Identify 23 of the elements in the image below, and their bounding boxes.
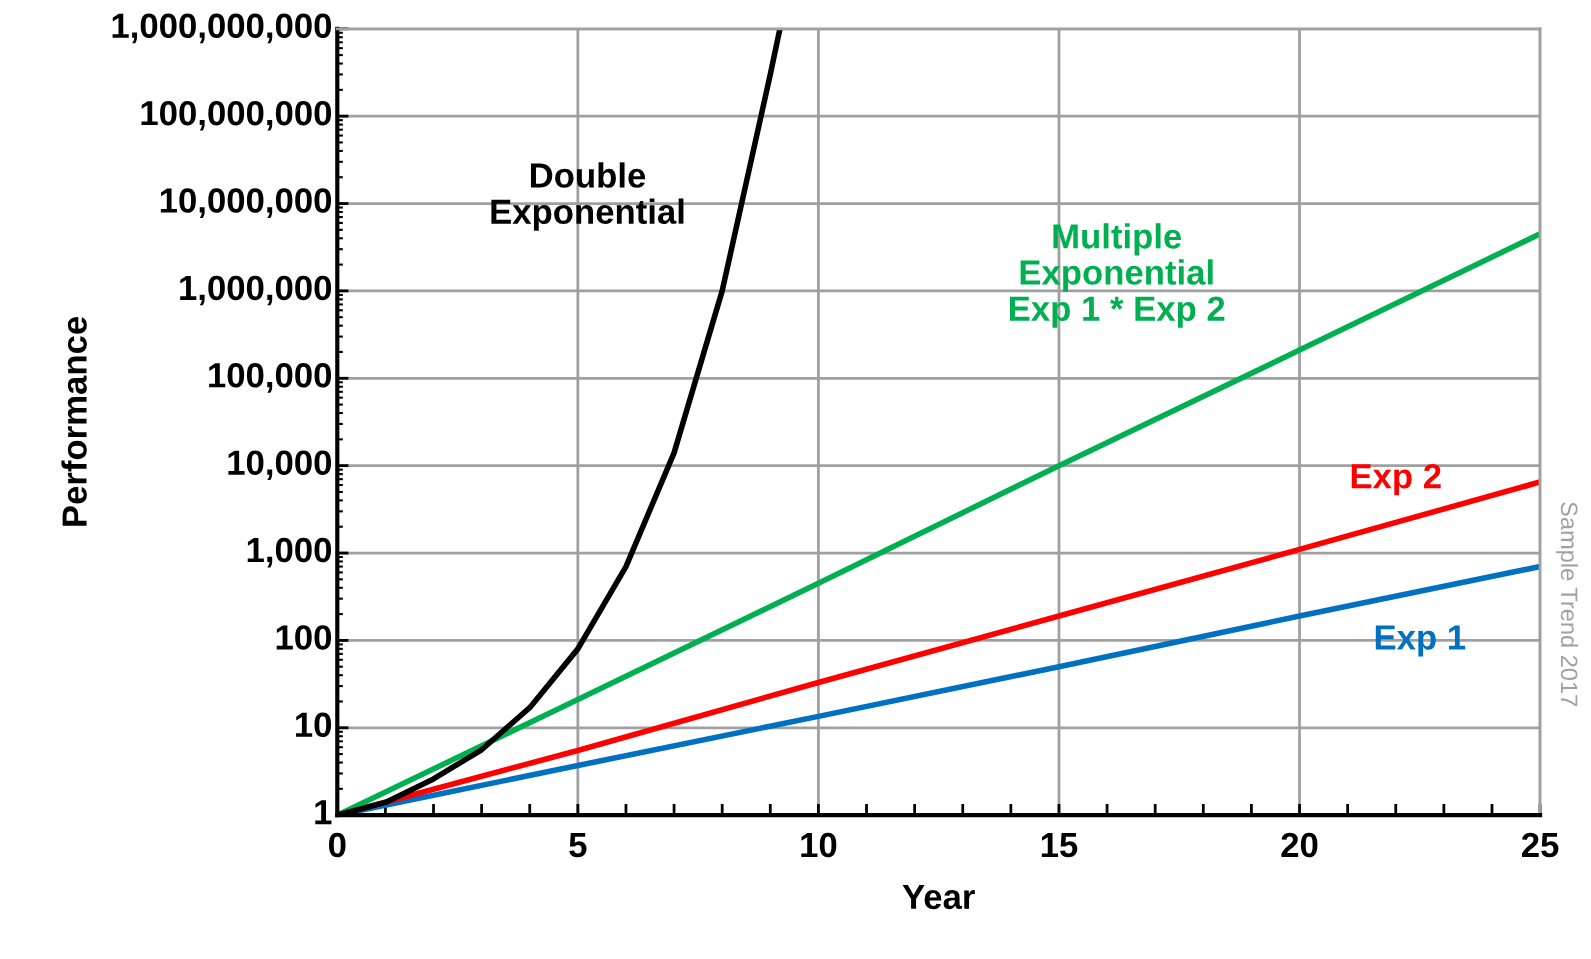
y-tick-label: 1,000 xyxy=(247,537,332,568)
x-tick-label: 25 xyxy=(1521,832,1559,858)
y-tick-label: 10,000 xyxy=(228,450,332,480)
series-label: Exp 1 xyxy=(1375,625,1466,657)
x-tick-label: 10 xyxy=(801,832,837,858)
y-axis-title: Performance xyxy=(61,317,87,526)
x-tick-label: 0 xyxy=(329,832,346,858)
x-tick-label: 5 xyxy=(569,833,587,858)
y-tick-label: 10,000,000 xyxy=(160,188,332,218)
text: Sample Trend 2017 xyxy=(1556,502,1579,707)
y-tick-label: 1 xyxy=(315,800,332,825)
y-tick-label: 1,000,000,000 xyxy=(112,13,332,44)
series-label: Double Exponential xyxy=(491,162,684,231)
series-label: Multiple Exponential Exp 1 * Exp 2 xyxy=(1009,223,1225,328)
y-tick-label: 100 xyxy=(276,625,332,650)
x-tick-label: 15 xyxy=(1041,833,1078,858)
y-tick-label: 10 xyxy=(296,712,332,738)
x-axis-title: Year xyxy=(902,884,975,910)
series-label: Exp 2 xyxy=(1351,463,1441,496)
y-tick-label: 100,000,000 xyxy=(141,100,332,131)
y-tick-label: 1,000,000 xyxy=(180,275,332,306)
y-tick-label: 100,000 xyxy=(209,363,332,393)
x-tick-label: 20 xyxy=(1281,832,1318,858)
